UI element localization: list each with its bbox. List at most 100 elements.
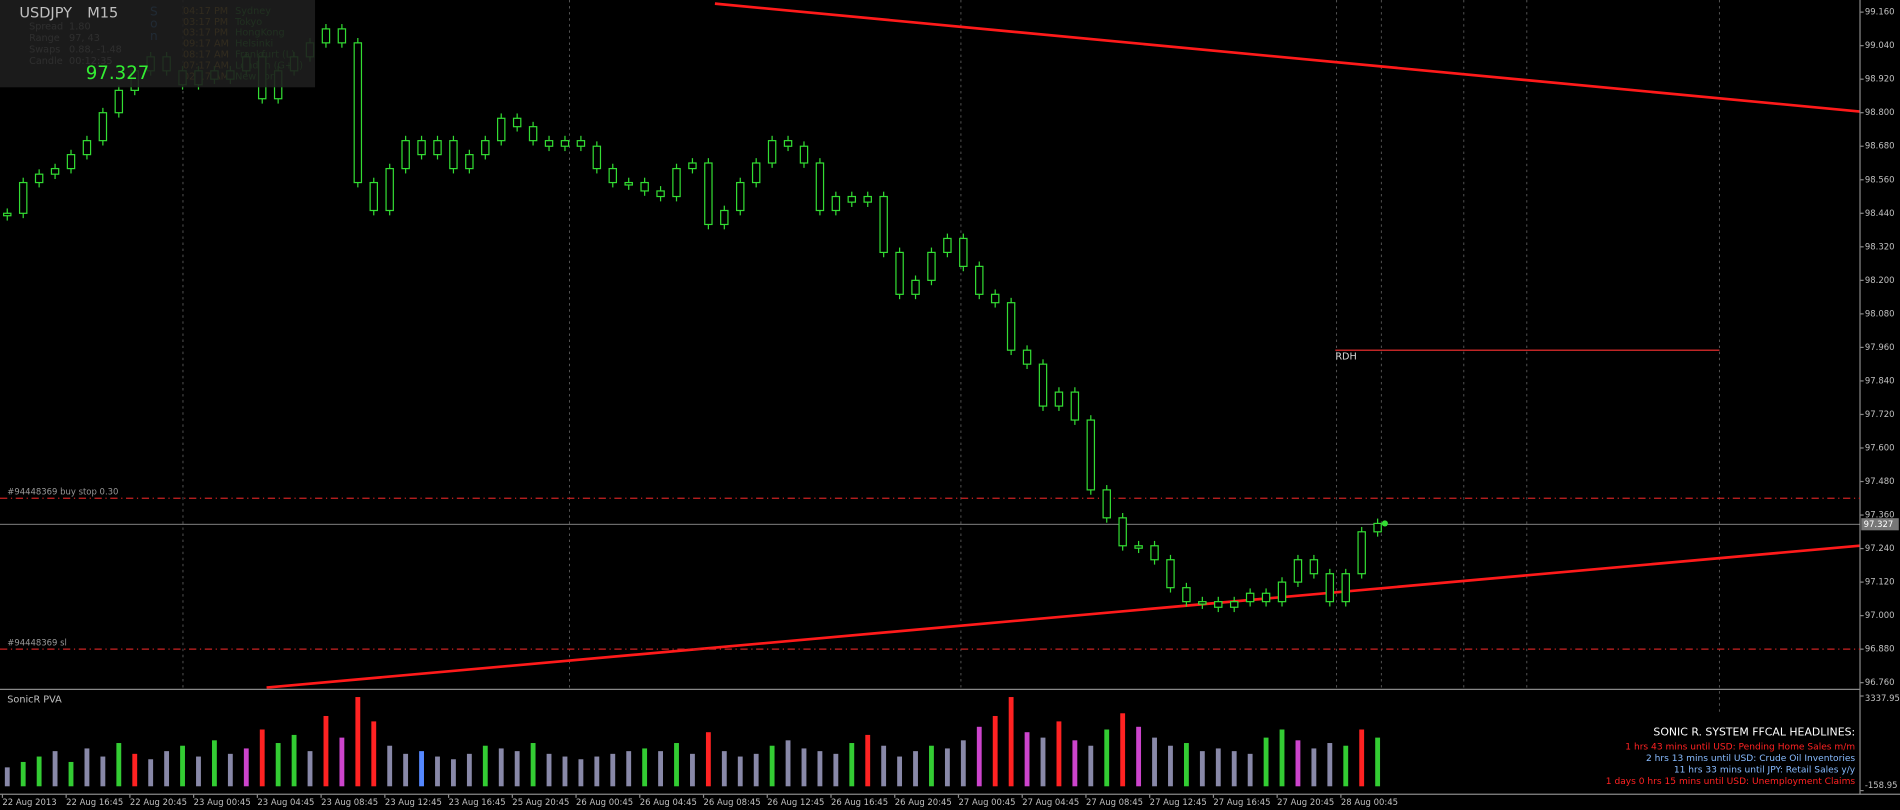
- y-tick-label: 98.680: [1865, 141, 1895, 151]
- y-tick-label: 98.920: [1865, 74, 1895, 84]
- candle-body: [1006, 302, 1016, 351]
- volume-bar: [196, 756, 201, 787]
- y-tick-label: 97.120: [1865, 577, 1895, 587]
- candle-body: [82, 140, 92, 156]
- candle-body: [114, 89, 124, 114]
- candle-body: [1261, 592, 1271, 603]
- candle-body: [911, 279, 920, 295]
- candle-body: [1166, 559, 1175, 589]
- y-tick-label: 97.360: [1865, 510, 1895, 520]
- candle-body: [1245, 592, 1255, 603]
- x-tick-label: 27 Aug 00:45: [958, 797, 1015, 807]
- candle-body: [465, 154, 474, 170]
- x-tick-label: 27 Aug 12:45: [1150, 797, 1207, 807]
- y-tick-label: 98.320: [1865, 241, 1895, 251]
- candle-body: [560, 140, 570, 147]
- volume-bar: [690, 753, 695, 787]
- candle-body: [385, 167, 394, 212]
- y-tick-label: 97.480: [1865, 476, 1895, 486]
- volume-bar: [1168, 745, 1173, 787]
- candle-body: [1293, 559, 1303, 583]
- volume-bar: [1040, 737, 1046, 787]
- y-tick-label: 99.040: [1865, 40, 1895, 50]
- volume-bar: [849, 743, 855, 787]
- x-tick-label: 26 Aug 12:45: [767, 797, 824, 807]
- timeframe: M15: [87, 5, 118, 21]
- volume-bar: [610, 753, 616, 787]
- y-tick-label: 98.080: [1865, 308, 1895, 318]
- candle-body: [1229, 601, 1239, 608]
- volume-bar: [753, 753, 759, 787]
- candle-body: [1341, 573, 1350, 603]
- rdh-label: RDH: [1335, 351, 1356, 362]
- volume-bar: [339, 737, 345, 787]
- candle-body: [959, 237, 968, 267]
- candle-body: [688, 162, 697, 170]
- volume-panel: SonicR PVA: [7, 695, 62, 706]
- bid-box: [1861, 518, 1899, 531]
- volume-bar: [944, 748, 950, 787]
- volume-bar: [291, 734, 297, 787]
- y-tick-label: 98.800: [1865, 107, 1895, 117]
- volume-bar: [1343, 745, 1349, 787]
- candle-body: [1150, 545, 1159, 561]
- volume-bar: [881, 745, 887, 787]
- trendline: [714, 2, 1861, 113]
- candle-body: [1325, 573, 1335, 603]
- current-price: 97.327: [86, 63, 150, 84]
- volume-bar: [419, 751, 424, 787]
- candle-body: [417, 140, 426, 156]
- volume-bar: [180, 745, 185, 787]
- volume-bar: [594, 756, 600, 787]
- candle-body: [449, 140, 458, 170]
- volume-bar: [785, 740, 791, 787]
- candle-body: [1198, 601, 1207, 605]
- candle-body: [863, 195, 872, 203]
- volume-bar: [1072, 740, 1078, 787]
- y-tick-label: 97.000: [1865, 610, 1895, 620]
- volume-bar: [116, 743, 122, 787]
- symbol: USDJPY: [19, 5, 72, 21]
- volume-bar: [913, 751, 918, 787]
- volume-bar: [1359, 729, 1365, 787]
- volume-bar: [865, 734, 871, 787]
- volume-bar: [1136, 726, 1142, 787]
- candle-body: [1102, 489, 1111, 519]
- candle-body: [975, 265, 984, 295]
- headline: 2 hrs 13 mins until USD: Crude Oil Inven…: [1646, 754, 1855, 764]
- volume-bar: [52, 751, 58, 787]
- candle-body: [640, 181, 649, 192]
- candle-body: [895, 251, 904, 295]
- volume-bar: [275, 743, 281, 787]
- x-tick-label: 22 Aug 2013: [2, 797, 56, 807]
- x-tick-label: 22 Aug 20:45: [130, 797, 187, 807]
- candle-body: [401, 140, 410, 170]
- volume-bar: [498, 748, 504, 787]
- candle-body: [50, 167, 60, 175]
- volume-bar: [435, 756, 440, 787]
- candle-body: [831, 195, 841, 212]
- candle-body: [720, 209, 729, 226]
- volume-bar: [1056, 721, 1062, 787]
- candle-body: [1277, 581, 1287, 603]
- trendline: [266, 544, 1861, 689]
- volume-bar: [307, 751, 313, 787]
- volume-bar: [36, 756, 42, 787]
- volume-bar: [562, 756, 568, 787]
- volume-bar: [211, 740, 217, 787]
- candle-body: [624, 181, 633, 186]
- y-tick-label: 97.840: [1865, 375, 1895, 385]
- candle-body: [943, 237, 952, 254]
- candle-body: [815, 162, 825, 212]
- volume-bar: [1120, 713, 1126, 787]
- candle-body: [736, 181, 745, 212]
- volume-bar: [84, 748, 90, 787]
- headline-title: SONIC R. SYSTEM FFCAL HEADLINES:: [1653, 725, 1855, 738]
- x-tick-label: 23 Aug 08:45: [321, 797, 378, 807]
- candle-body: [927, 251, 936, 281]
- candle-body: [704, 162, 713, 226]
- volume-bar: [1104, 729, 1110, 787]
- y-tick-label: 99.160: [1865, 7, 1895, 17]
- volume-bar: [148, 759, 154, 787]
